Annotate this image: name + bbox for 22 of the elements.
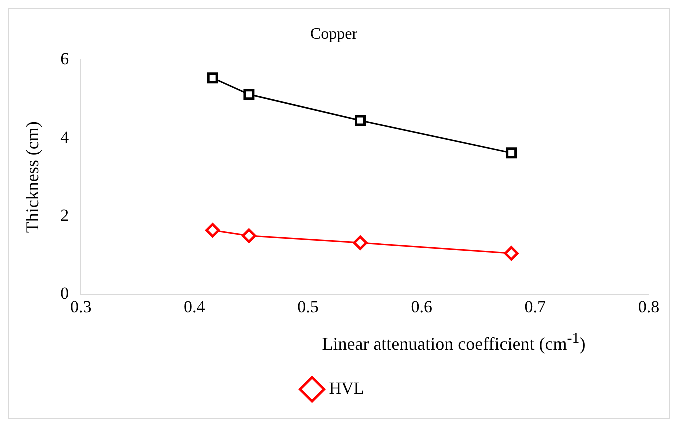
point	[206, 223, 220, 238]
y-tick-label: 2	[60, 206, 70, 225]
point	[207, 72, 218, 84]
point	[355, 115, 366, 126]
point	[353, 236, 368, 250]
legend-label: HVL	[329, 378, 364, 398]
x-tick-label: 0.7	[524, 297, 547, 316]
chart-title: Copper	[310, 26, 358, 43]
x-axis-title: Linear attenuation coefficient (cm$^{-1}$)	[321, 330, 587, 355]
y-axis-title: Thickness (cm)	[22, 122, 43, 234]
x-tick-label: 0.3	[70, 297, 92, 316]
point	[506, 148, 518, 159]
y-tick-label: 6	[60, 50, 70, 69]
point	[242, 228, 256, 244]
y-tick-label: 4	[60, 128, 70, 147]
point	[244, 89, 255, 100]
x-tick-label: 0.8	[638, 297, 660, 316]
point	[504, 246, 519, 261]
x-tick-label: 0.5	[298, 297, 319, 316]
y-tick-label: 0	[60, 284, 70, 304]
x-tick-label: 0.4	[184, 297, 206, 316]
x-tick-label: 0.6	[411, 297, 432, 316]
